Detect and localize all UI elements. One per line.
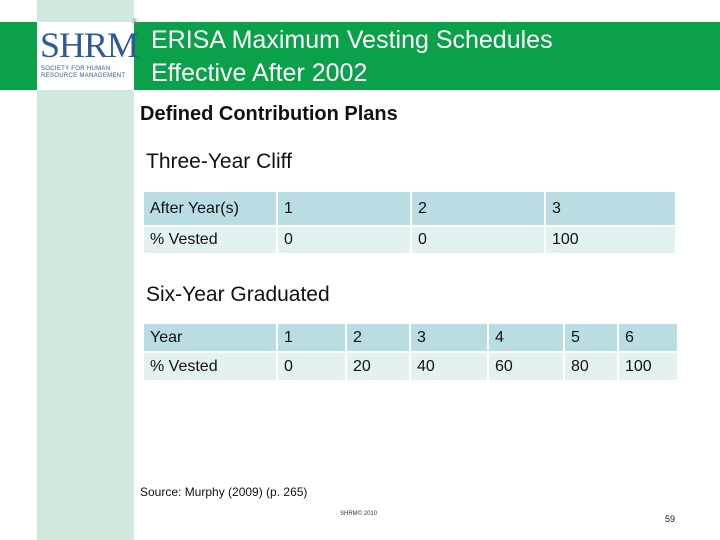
table-header-row: Year 1 2 3 4 5 6 bbox=[144, 324, 677, 351]
table-cell: 3 bbox=[411, 324, 487, 351]
table-cell: 0 bbox=[278, 227, 410, 253]
table-cell: 4 bbox=[489, 324, 563, 351]
table-cell: 3 bbox=[546, 192, 675, 225]
cliff-heading: Three-Year Cliff bbox=[146, 150, 292, 173]
logo-tagline-line: SOCIETY FOR HUMAN bbox=[41, 66, 111, 72]
table-row: % Vested 0 0 100 bbox=[144, 227, 675, 253]
table-cell: 0 bbox=[278, 353, 345, 380]
table-cell: After Year(s) bbox=[144, 192, 276, 225]
logo-tagline: SOCIETY FOR HUMAN RESOURCE MANAGEMENT bbox=[41, 66, 131, 80]
table-cell: 1 bbox=[278, 324, 345, 351]
source-citation: Source: Murphy (2009) (p. 265) bbox=[140, 485, 308, 499]
table-row: % Vested 0 20 40 60 80 100 bbox=[144, 353, 677, 380]
slide-title: ERISA Maximum Vesting Schedules Effectiv… bbox=[151, 24, 553, 90]
cliff-table: After Year(s) 1 2 3 % Vested 0 0 100 bbox=[142, 190, 677, 255]
table-cell: 100 bbox=[546, 227, 675, 253]
logo-wordmark: SHRM bbox=[40, 25, 139, 65]
table-cell: 80 bbox=[565, 353, 617, 380]
table-cell: 0 bbox=[412, 227, 544, 253]
slide-title-line-1: ERISA Maximum Vesting Schedules bbox=[151, 26, 553, 54]
table-cell: 6 bbox=[619, 324, 677, 351]
table-cell: 100 bbox=[619, 353, 677, 380]
table-cell: 40 bbox=[411, 353, 487, 380]
table-cell: 60 bbox=[489, 353, 563, 380]
side-band bbox=[37, 0, 134, 540]
logo-tagline-line: RESOURCE MANAGEMENT bbox=[41, 73, 126, 79]
table-cell: % Vested bbox=[144, 227, 276, 253]
logo-registered-mark: ® bbox=[132, 17, 138, 26]
graduated-table: Year 1 2 3 4 5 6 % Vested 0 20 40 60 80 … bbox=[142, 322, 679, 382]
copyright-notice: SHRM© 2010 bbox=[340, 511, 378, 517]
table-cell: 1 bbox=[278, 192, 410, 225]
page-number: 59 bbox=[665, 514, 676, 524]
table-cell: Year bbox=[144, 324, 276, 351]
graduated-heading: Six-Year Graduated bbox=[146, 283, 330, 306]
table-cell: 5 bbox=[565, 324, 617, 351]
shrm-logo: SHRM ® SOCIETY FOR HUMAN RESOURCE MANAGE… bbox=[37, 17, 139, 90]
table-cell: 2 bbox=[412, 192, 544, 225]
table-cell: % Vested bbox=[144, 353, 276, 380]
table-cell: 2 bbox=[347, 324, 409, 351]
table-cell: 20 bbox=[347, 353, 409, 380]
section-heading: Defined Contribution Plans bbox=[140, 103, 398, 125]
slide-title-line-2: Effective After 2002 bbox=[151, 59, 368, 87]
table-header-row: After Year(s) 1 2 3 bbox=[144, 192, 675, 225]
